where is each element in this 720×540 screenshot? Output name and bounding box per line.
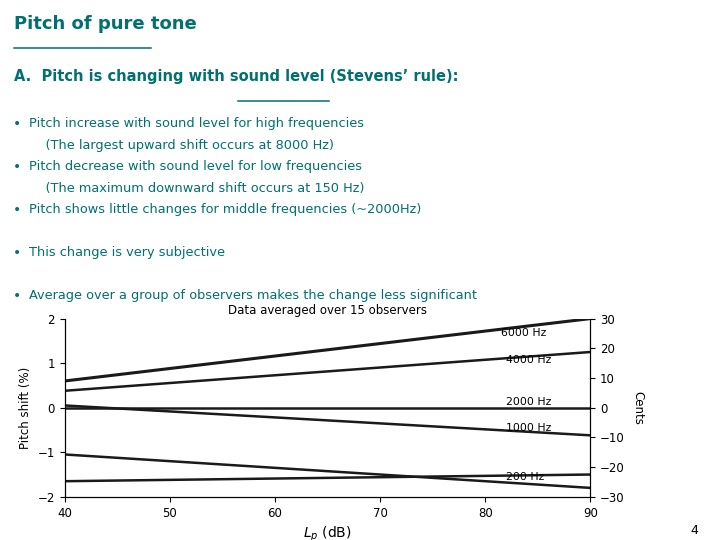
- Y-axis label: Pitch shift (%): Pitch shift (%): [19, 367, 32, 449]
- Text: Pitch shows little changes for middle frequencies (~2000Hz): Pitch shows little changes for middle fr…: [29, 203, 421, 216]
- Text: 1000 Hz: 1000 Hz: [506, 423, 552, 433]
- Text: •: •: [13, 117, 21, 131]
- X-axis label: $L_p$ (dB): $L_p$ (dB): [303, 525, 352, 540]
- Text: 4000 Hz: 4000 Hz: [506, 355, 552, 366]
- Text: Pitch decrease with sound level for low frequencies: Pitch decrease with sound level for low …: [29, 160, 362, 173]
- Text: •: •: [13, 246, 21, 260]
- Text: •: •: [13, 160, 21, 174]
- Text: 2000 Hz: 2000 Hz: [506, 397, 552, 407]
- Text: Average over a group of observers makes the change less significant: Average over a group of observers makes …: [29, 289, 477, 302]
- Text: A.  Pitch is changing with sound level (Stevens’ rule):: A. Pitch is changing with sound level (S…: [14, 69, 459, 84]
- Text: 200 Hz: 200 Hz: [506, 472, 544, 482]
- Title: Data averaged over 15 observers: Data averaged over 15 observers: [228, 305, 427, 318]
- Text: (The maximum downward shift occurs at 150 Hz): (The maximum downward shift occurs at 15…: [29, 181, 364, 194]
- Text: 4: 4: [690, 524, 698, 537]
- Text: •: •: [13, 203, 21, 217]
- Text: (The largest upward shift occurs at 8000 Hz): (The largest upward shift occurs at 8000…: [29, 139, 334, 152]
- Text: 6000 Hz: 6000 Hz: [501, 328, 546, 338]
- Text: This change is very subjective: This change is very subjective: [29, 246, 225, 259]
- Text: •: •: [13, 289, 21, 303]
- Text: Pitch increase with sound level for high frequencies: Pitch increase with sound level for high…: [29, 117, 364, 130]
- Text: Pitch of pure tone: Pitch of pure tone: [14, 15, 197, 33]
- Y-axis label: Cents: Cents: [631, 391, 644, 424]
